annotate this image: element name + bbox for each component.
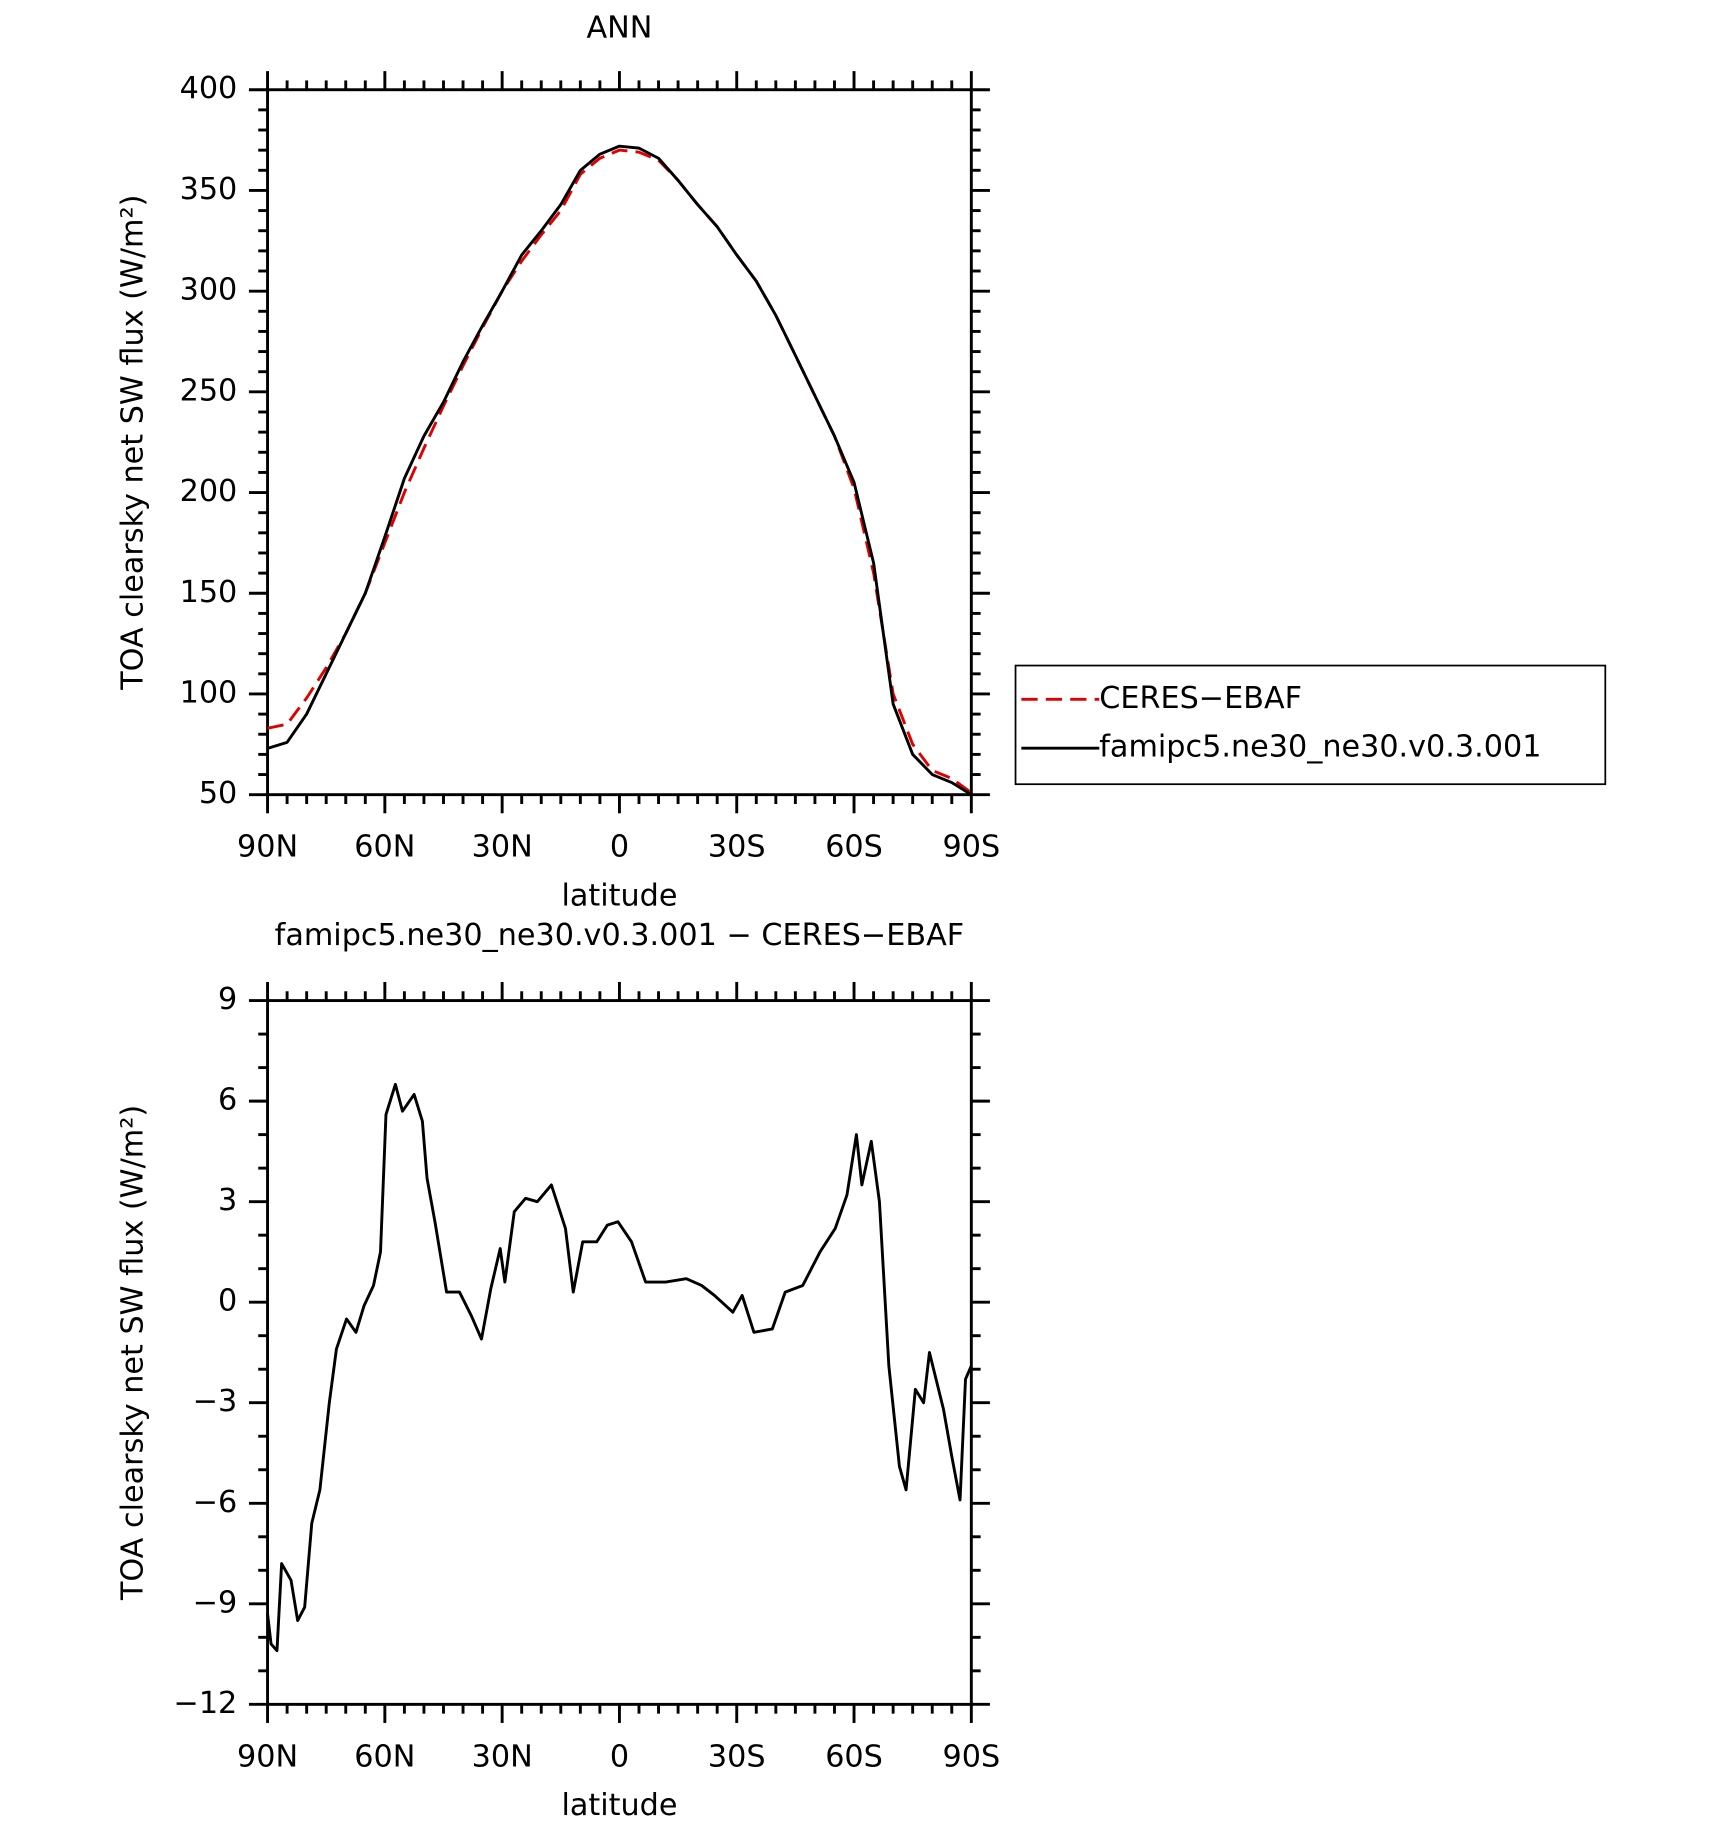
x-tick-label: 30S xyxy=(708,1739,766,1774)
x-tick-label: 60N xyxy=(354,830,415,865)
x-tick-label: 90S xyxy=(942,830,1000,865)
y-tick-label: 250 xyxy=(180,373,238,408)
y-tick-label: −6 xyxy=(193,1485,238,1520)
data-line xyxy=(266,1082,973,1653)
x-tick-label: 30S xyxy=(708,830,766,865)
x-tick-label: 30N xyxy=(472,1739,533,1774)
y-tick-label: 3 xyxy=(218,1183,237,1218)
y-tick-label: 9 xyxy=(218,982,237,1017)
y-axis-label: TOA clearsky net SW flux (W/m²) xyxy=(115,195,150,691)
x-tick-label: 60S xyxy=(825,830,883,865)
y-axis-label: TOA clearsky net SW flux (W/m²) xyxy=(115,1105,150,1601)
plot-frame xyxy=(266,999,973,1706)
x-tick-label: 60N xyxy=(354,1739,415,1774)
y-tick-label: −12 xyxy=(173,1686,237,1721)
x-axis-label: latitude xyxy=(561,1788,677,1822)
x-axis-label: latitude xyxy=(561,879,677,914)
x-tick-label: 90N xyxy=(237,830,298,865)
y-tick-label: 0 xyxy=(218,1284,237,1319)
y-tick-label: 300 xyxy=(180,273,238,308)
data-line xyxy=(267,148,973,794)
y-tick-label: −9 xyxy=(193,1585,238,1620)
y-tick-label: 400 xyxy=(180,71,238,106)
x-tick-label: 0 xyxy=(610,1739,629,1774)
x-tick-label: 0 xyxy=(610,830,629,865)
data-line xyxy=(267,144,973,796)
x-tick-label: 90N xyxy=(237,1739,298,1774)
x-tick-label: 90S xyxy=(942,1739,1000,1774)
y-tick-label: 350 xyxy=(180,172,238,207)
y-tick-label: 100 xyxy=(180,675,238,710)
y-tick-label: 6 xyxy=(218,1083,237,1118)
chart-title: ANN xyxy=(586,11,652,46)
x-tick-label: 60S xyxy=(825,1739,883,1774)
y-tick-label: 150 xyxy=(180,575,238,610)
y-tick-label: 50 xyxy=(199,776,237,811)
y-tick-label: −3 xyxy=(193,1384,238,1419)
x-tick-label: 30N xyxy=(472,830,533,865)
legend-box xyxy=(1014,664,1607,786)
plot-frame xyxy=(266,88,973,797)
legend-label: famipc5.ne30_ne30.v0.3.001 xyxy=(1099,730,1541,765)
y-tick-label: 200 xyxy=(180,474,238,509)
chart-title: famipc5.ne30_ne30.v0.3.001 − CERES−EBAF xyxy=(275,918,965,953)
legend-label: CERES−EBAF xyxy=(1099,681,1302,716)
